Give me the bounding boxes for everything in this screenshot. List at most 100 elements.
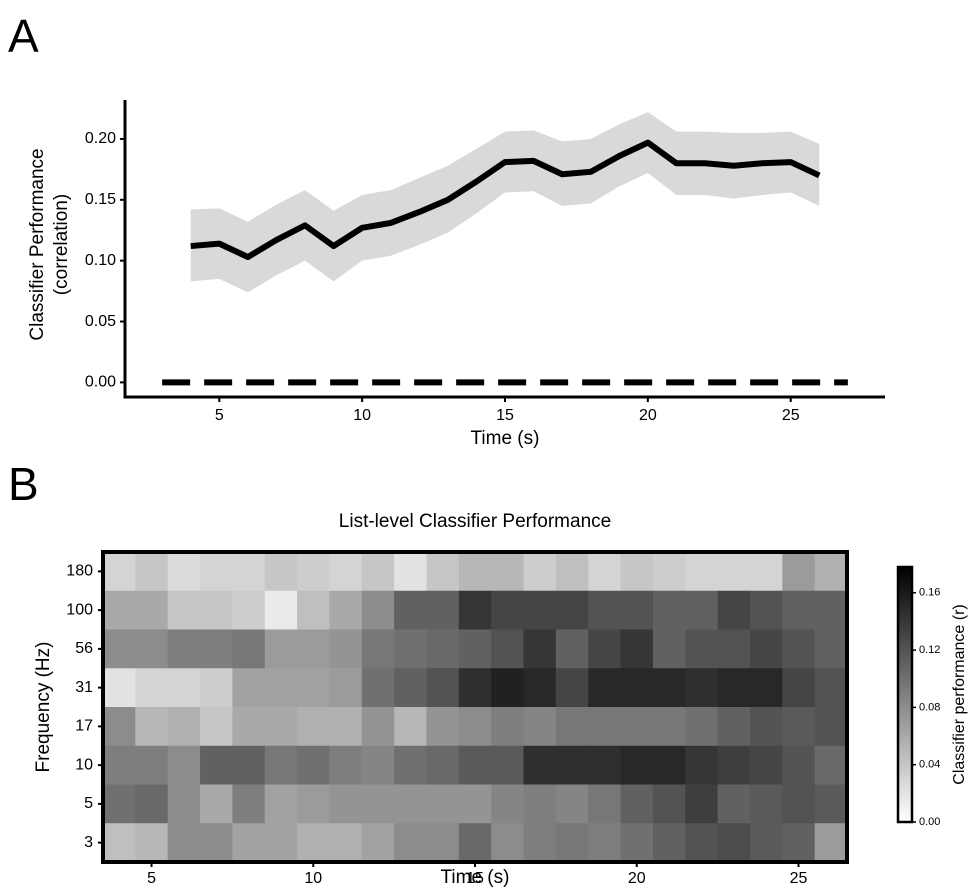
heatmap-cell — [264, 552, 298, 592]
heatmap-cell — [200, 668, 233, 708]
heatmap-cell — [297, 668, 330, 708]
y-axis-label: (correlation) — [51, 194, 72, 295]
heatmap-cell — [523, 552, 557, 592]
heatmap-cell — [200, 707, 233, 747]
y-tick-label: 0.20 — [85, 130, 116, 147]
heatmap-cell — [491, 784, 525, 824]
heatmap-cell — [103, 823, 136, 863]
heatmap-cell — [588, 823, 622, 863]
heatmap-cell — [394, 668, 427, 708]
heatmap-cell — [135, 784, 169, 824]
heatmap-cell — [523, 629, 557, 669]
heatmap-cell — [717, 745, 751, 785]
heatmap-cell — [458, 745, 492, 785]
heatmap-cell — [200, 784, 233, 824]
heatmap-cell — [426, 668, 460, 708]
x-tick-label: 5 — [147, 870, 156, 887]
heatmap-cell — [652, 552, 686, 592]
heatmap-cell — [652, 668, 686, 708]
x-tick-label: 10 — [304, 870, 322, 887]
colorbar — [896, 565, 914, 824]
heatmap-cell — [555, 590, 589, 630]
heatmap-cell — [588, 552, 622, 592]
heatmap-cell — [523, 590, 557, 630]
heatmap-cell — [361, 590, 395, 630]
heatmap-cell — [329, 823, 363, 863]
heatmap-cell — [620, 707, 654, 747]
heatmap-cell — [652, 784, 686, 824]
heatmap-cell — [491, 707, 525, 747]
heatmap-cell — [814, 823, 848, 863]
y-tick-label: 100 — [66, 601, 93, 618]
heatmap-cell — [329, 552, 363, 592]
colorbar-tick-label: 0.04 — [919, 759, 940, 771]
heatmap-cell — [426, 823, 460, 863]
heatmap-cell — [555, 552, 589, 592]
heatmap-cell — [749, 552, 783, 592]
heatmap-cell — [426, 629, 460, 669]
y-tick-label: 180 — [66, 563, 93, 580]
heatmap-cell — [264, 745, 298, 785]
heatmap-cell — [458, 707, 492, 747]
heatmap-cell — [717, 552, 751, 592]
heatmap-cell — [264, 668, 298, 708]
y-tick-label: 56 — [75, 640, 93, 657]
heatmap-cell — [685, 552, 719, 592]
heatmap-cell — [782, 590, 816, 630]
heatmap-cell — [749, 745, 783, 785]
heatmap-cell — [232, 707, 266, 747]
heatmap-cell — [458, 823, 492, 863]
heatmap-cell — [458, 784, 492, 824]
heatmap-cell — [588, 707, 622, 747]
heatmap-cell — [749, 707, 783, 747]
heatmap-cell — [652, 823, 686, 863]
heatmap-cell — [329, 590, 363, 630]
heatmap-cell — [297, 552, 330, 592]
heatmap-cell — [329, 629, 363, 669]
heatmap-cell — [232, 784, 266, 824]
heatmap-cell — [523, 823, 557, 863]
heatmap-cell — [167, 629, 201, 669]
y-tick-label: 0.05 — [85, 313, 116, 330]
heatmap-cell — [717, 668, 751, 708]
heatmap-cell — [814, 668, 848, 708]
heatmap-cell — [394, 629, 427, 669]
heatmap-cell — [491, 552, 525, 592]
heatmap-cell — [103, 552, 136, 592]
heatmap-cell — [135, 629, 169, 669]
heatmap-cell — [782, 668, 816, 708]
x-axis-label: Time (s) — [441, 867, 510, 888]
heatmap-cell — [200, 552, 233, 592]
x-tick-label: 15 — [466, 870, 484, 887]
heatmap-cell — [103, 707, 136, 747]
heatmap-cell — [814, 784, 848, 824]
heatmap-cell — [135, 668, 169, 708]
heatmap-cell — [749, 629, 783, 669]
x-axis-label: Time (s) — [471, 428, 540, 449]
heatmap-cell — [749, 784, 783, 824]
heatmap-cell — [555, 668, 589, 708]
heatmap-cell — [329, 745, 363, 785]
y-tick-label: 5 — [84, 795, 93, 812]
heatmap-cell — [394, 745, 427, 785]
heatmap-cell — [329, 784, 363, 824]
heatmap-cell — [685, 823, 719, 863]
heatmap-cell — [361, 629, 395, 669]
heatmap-cell — [523, 668, 557, 708]
heatmap-cell — [103, 590, 136, 630]
x-tick-label: 5 — [215, 407, 224, 424]
heatmap-cell — [523, 784, 557, 824]
heatmap-cell — [652, 707, 686, 747]
heatmap-cell — [232, 745, 266, 785]
y-tick-label: 0.00 — [85, 374, 116, 391]
heatmap-cell — [620, 823, 654, 863]
x-tick-label: 20 — [639, 407, 657, 424]
heatmap-cell — [232, 668, 266, 708]
heatmap-cell — [458, 668, 492, 708]
heatmap-cell — [394, 590, 427, 630]
heatmap-cell — [167, 784, 201, 824]
colorbar-label: Classifier performance (r) — [951, 604, 968, 784]
chart-title: List-level Classifier Performance — [339, 511, 611, 532]
heatmap-cell — [588, 784, 622, 824]
heatmap-cell — [620, 552, 654, 592]
